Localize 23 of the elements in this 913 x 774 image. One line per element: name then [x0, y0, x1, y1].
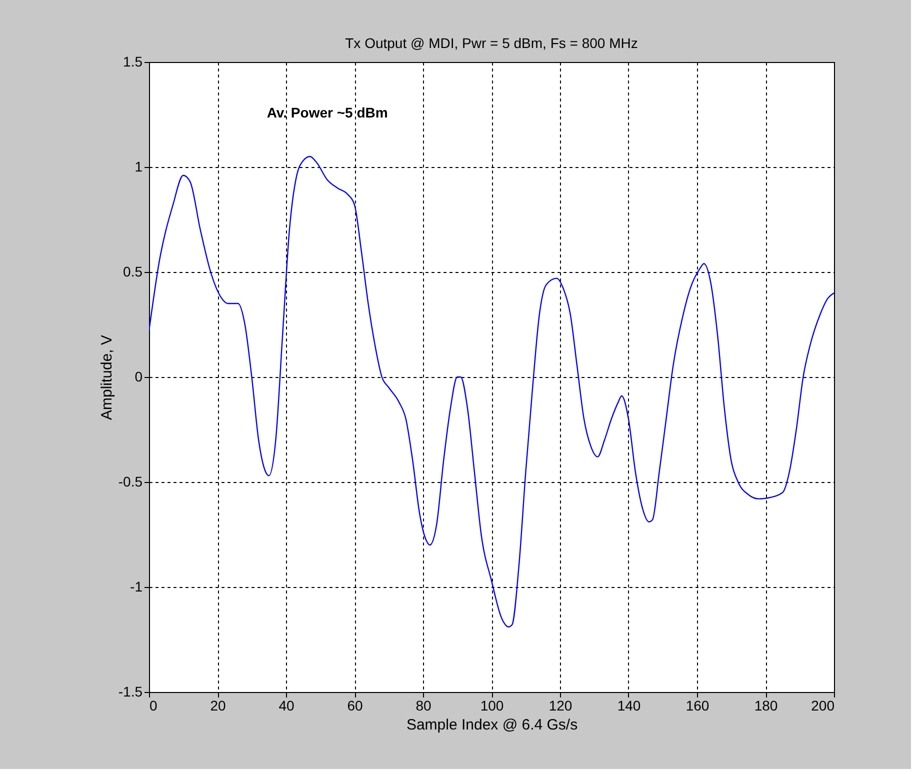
chart-title: Tx Output @ MDI, Pwr = 5 dBm, Fs = 800 MHz: [345, 35, 638, 51]
x-tick-label: 80: [416, 698, 432, 714]
x-tick-label: 20: [210, 698, 226, 714]
y-axis-title: Amplitude, V: [98, 334, 116, 420]
x-tick-label: 60: [347, 698, 363, 714]
y-tick-label: 0: [134, 368, 143, 384]
x-tick-label: 0: [150, 698, 158, 714]
x-tick-label: 100: [480, 698, 504, 714]
x-tick-label: 160: [686, 698, 710, 714]
y-tick-label: 0.5: [123, 264, 143, 280]
x-tick-label: 180: [754, 698, 778, 714]
y-tick-label: 1: [134, 158, 143, 174]
x-tick-label: 140: [617, 698, 641, 714]
x-tick-label: 200: [811, 698, 835, 714]
y-tick-label: -0.5: [118, 474, 143, 490]
y-tick-label: -1: [130, 578, 143, 594]
line-series: [149, 156, 834, 628]
annotation: Av. Power ~5 dBm: [266, 104, 388, 121]
y-tick-label: -1.5: [118, 684, 143, 700]
x-tick-label: 40: [278, 698, 294, 714]
x-tick-label: 120: [548, 698, 572, 714]
x-axis-title: Sample Index @ 6.4 Gs/s: [406, 716, 578, 734]
y-tick-label: 1.5: [123, 54, 143, 70]
